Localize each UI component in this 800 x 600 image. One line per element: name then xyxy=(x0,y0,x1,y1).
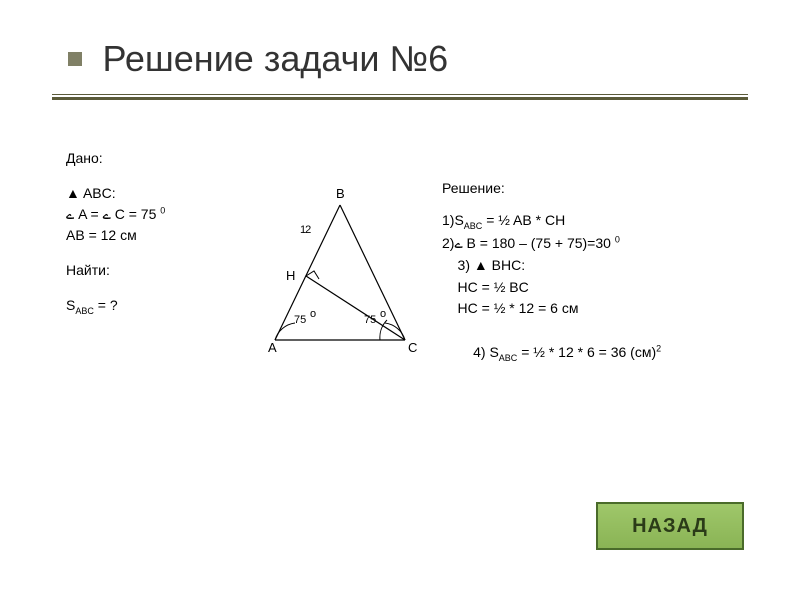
angle-A: 75 xyxy=(294,314,306,326)
angle-C-deg: о xyxy=(380,308,386,320)
sol-line5: HC = ½ * 12 = 6 см xyxy=(442,298,661,320)
back-button[interactable]: НАЗАД xyxy=(596,502,744,550)
sol-line3: 3) ▲ BHC: xyxy=(442,255,661,277)
given-l2-pre: ے A = ے C = 75 xyxy=(66,206,160,222)
find-line: SABC = ? xyxy=(66,295,165,318)
label-A: A xyxy=(268,340,277,355)
sol-line1: 1)SABC = ½ AB * CH xyxy=(442,210,661,234)
s6-sup: 2 xyxy=(656,343,661,353)
sol-line6: 4) SABC = ½ * 12 * 6 = 36 (см)2 xyxy=(442,320,661,387)
given-label: Дано: xyxy=(66,148,165,169)
given-block: Дано: ▲ ABC: ے A = ے C = 75 0 AB = 12 см… xyxy=(66,148,165,318)
find-post: = ? xyxy=(94,297,118,313)
s2-pre: 2)ے B = 180 – (75 + 75)=30 xyxy=(442,235,615,251)
angle-C: 75 xyxy=(364,314,376,326)
s1-sub: ABC xyxy=(464,220,483,230)
s6-post: = ½ * 12 * 6 = 36 (см) xyxy=(517,344,656,360)
label-side-12: 12 xyxy=(300,226,310,236)
solution-label: Решение: xyxy=(442,178,661,200)
s1-post: = ½ AB * CH xyxy=(482,212,565,228)
angle-A-deg: о xyxy=(310,308,316,320)
angC-val: 75 xyxy=(364,314,376,326)
side-val: 12 xyxy=(300,226,310,236)
title-bullet xyxy=(68,52,82,66)
label-H: H xyxy=(286,268,295,283)
given-line1: ▲ ABC: xyxy=(66,183,165,204)
s6-sub: ABC xyxy=(499,353,518,363)
label-C: C xyxy=(408,340,417,355)
given-line3: AB = 12 см xyxy=(66,225,165,246)
find-label: Найти: xyxy=(66,260,165,281)
given-line2: ے A = ے C = 75 0 xyxy=(66,204,165,225)
find-sub: ABC xyxy=(75,306,94,316)
given-l2-sup: 0 xyxy=(160,205,165,215)
s6-pre: 4) S xyxy=(458,344,499,360)
find-pre: S xyxy=(66,297,75,313)
label-B: B xyxy=(336,186,345,201)
solution-block: Решение: 1)SABC = ½ AB * CH 2)ے B = 180 … xyxy=(442,178,661,387)
sol-line2: 2)ے B = 180 – (75 + 75)=30 0 xyxy=(442,233,661,255)
triangle-diagram: B A C H 12 75 о 75 о xyxy=(260,190,430,360)
s2-sup: 0 xyxy=(615,235,620,245)
title-underline xyxy=(52,94,748,96)
page-title: Решение задачи №6 xyxy=(102,38,448,79)
angA-val: 75 xyxy=(294,314,306,326)
sol-line4: HC = ½ BC xyxy=(442,277,661,299)
title-area: Решение задачи №6 xyxy=(0,0,800,80)
back-button-label: НАЗАД xyxy=(632,515,708,538)
s1-pre: 1)S xyxy=(442,212,464,228)
